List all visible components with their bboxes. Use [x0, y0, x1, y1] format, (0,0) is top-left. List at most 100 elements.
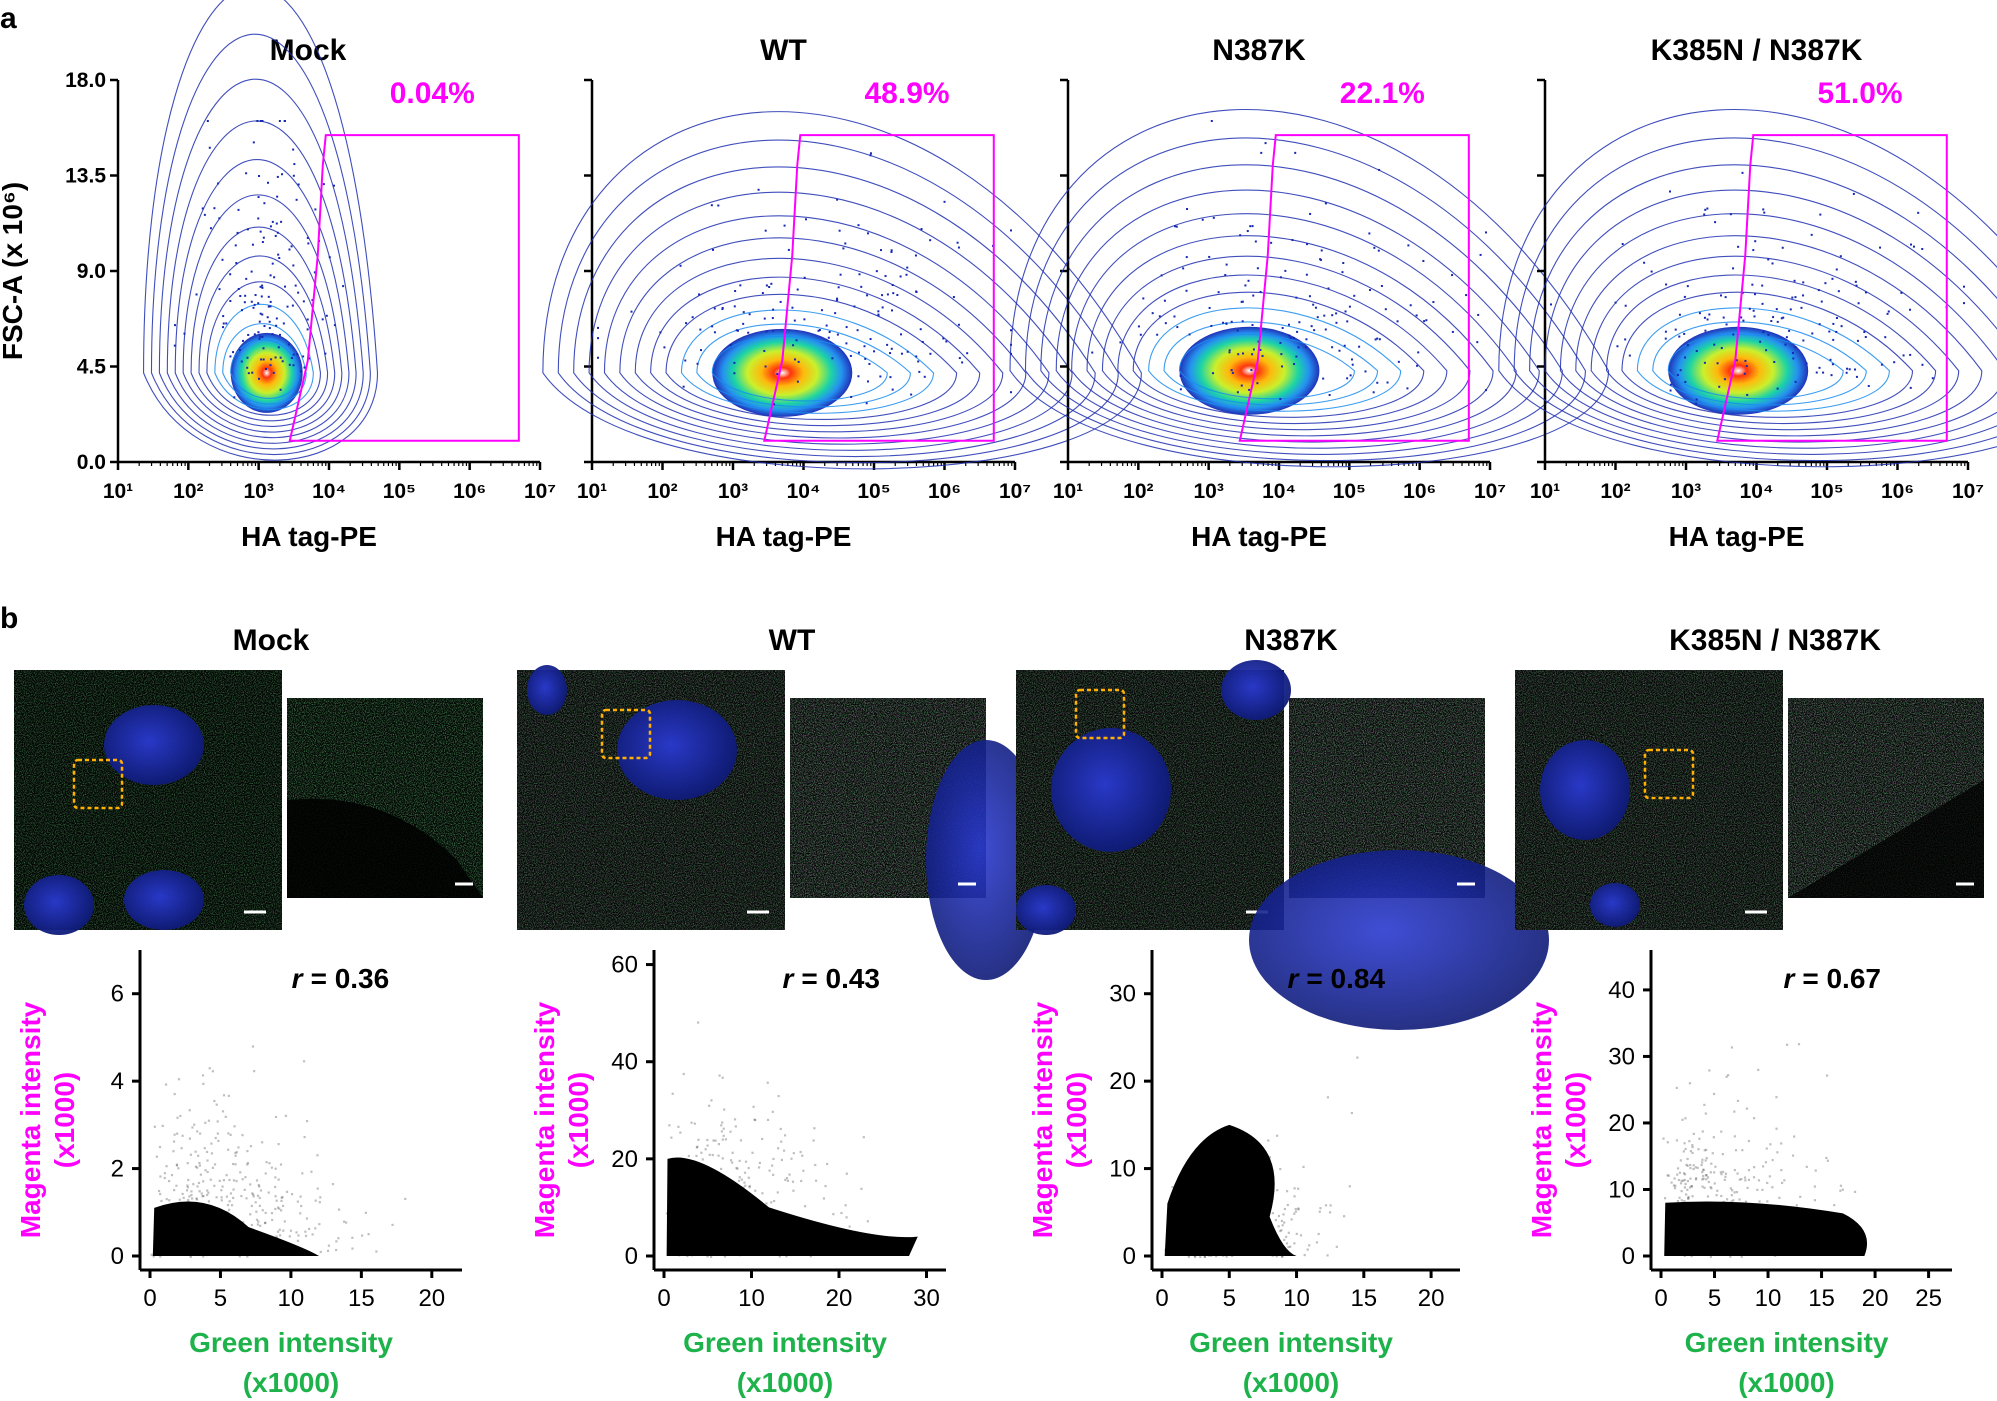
scatter-point	[1747, 1169, 1751, 1172]
outlier-dot	[306, 236, 309, 239]
scatter-point	[777, 1147, 780, 1150]
outlier-dot	[1224, 273, 1227, 276]
outlier-dot	[1257, 340, 1260, 343]
outlier-dot	[1256, 382, 1259, 385]
outlier-dot	[1887, 310, 1890, 313]
outlier-dot	[1678, 313, 1681, 316]
outlier-dot	[1714, 221, 1717, 224]
outlier-dot	[1703, 316, 1706, 319]
roi-box	[1643, 748, 1695, 800]
scatter-point	[165, 1165, 168, 1168]
outlier-dot	[1704, 329, 1707, 332]
scatter-point	[241, 1134, 244, 1137]
scatter-point	[757, 1166, 761, 1169]
outlier-dot	[1815, 371, 1818, 374]
outlier-dot	[261, 286, 264, 289]
outlier-dot	[292, 353, 295, 356]
scatter-point	[1315, 1241, 1319, 1244]
outlier-dot	[597, 326, 599, 329]
outlier-dot	[294, 284, 297, 287]
x-tick-label: 10³	[718, 480, 748, 503]
scatter-point	[785, 1255, 788, 1258]
outlier-dot	[866, 294, 869, 297]
scatter-point	[207, 1200, 211, 1203]
outlier-dot	[1800, 306, 1803, 309]
outlier-dot	[1236, 391, 1239, 394]
nucleus	[1051, 728, 1171, 852]
scatter-point	[696, 1145, 699, 1148]
scatter-point	[249, 1145, 253, 1148]
outlier-dot	[1695, 350, 1698, 353]
scatter-point	[177, 1167, 180, 1170]
scatter-point	[249, 1213, 252, 1216]
outlier-dot	[919, 328, 922, 331]
scatter-point	[1277, 1214, 1281, 1218]
outlier-dot	[1288, 334, 1291, 337]
outlier-dot	[1788, 329, 1791, 332]
outlier-dot	[761, 292, 764, 295]
scatter-point	[1293, 1212, 1296, 1215]
scatter-point	[754, 1189, 757, 1192]
outlier-dot	[269, 364, 272, 367]
outlier-dot	[1780, 317, 1783, 320]
scatter-point	[1769, 1143, 1772, 1146]
scatter-point	[1762, 1165, 1765, 1168]
y-tick-label: 0	[1622, 1243, 1635, 1270]
outlier-dot	[278, 256, 281, 259]
scatter-point	[280, 1209, 283, 1212]
outlier-points	[1550, 171, 1965, 405]
y-axis-label-unit: (x1000)	[1560, 1072, 1591, 1169]
scatter-point	[1681, 1118, 1684, 1121]
outlier-dot	[1250, 369, 1253, 372]
outlier-dot	[1831, 363, 1834, 366]
outlier-dot	[1416, 364, 1419, 367]
outlier-dot	[342, 285, 345, 288]
scatter-point	[1725, 1075, 1728, 1078]
scatter-point	[270, 1166, 273, 1169]
scatter-point	[327, 1244, 331, 1247]
scatter-point	[241, 1178, 244, 1181]
scatter-point	[1678, 1196, 1681, 1199]
outlier-dot	[1706, 318, 1709, 321]
outlier-dot	[886, 293, 889, 296]
outlier-dot	[1902, 354, 1905, 357]
outlier-dot	[804, 218, 807, 221]
scatter-point	[335, 1240, 338, 1243]
scatter-point	[261, 1209, 264, 1212]
scatter-point	[1285, 1190, 1289, 1193]
outlier-dot	[710, 204, 713, 207]
outlier-dot	[246, 356, 249, 359]
outlier-dot	[1848, 368, 1851, 371]
outlier-dot	[183, 332, 186, 335]
scatter-point	[768, 1169, 771, 1172]
scatter-point	[765, 1202, 768, 1205]
x-tick-label: 10⁵	[383, 480, 416, 503]
scatter-point	[1736, 1099, 1740, 1102]
outlier-dot	[1835, 330, 1838, 333]
outlier-dot	[1222, 321, 1225, 324]
scatter-point	[207, 1191, 210, 1194]
outlier-dot	[839, 273, 842, 276]
outlier-dot	[286, 305, 289, 308]
scatter-point	[1710, 1162, 1713, 1165]
scatter-point	[1764, 1161, 1768, 1164]
outlier-dot	[313, 271, 316, 274]
outlier-dot	[1669, 383, 1672, 386]
scatter-point	[351, 1247, 354, 1250]
scatter-point	[163, 1176, 166, 1180]
outlier-dot	[283, 120, 286, 122]
outlier-dot	[275, 222, 278, 225]
outlier-dot	[1879, 246, 1882, 249]
scatter-point	[285, 1190, 289, 1193]
scatter-point	[290, 1193, 294, 1196]
scatter-point	[665, 1212, 669, 1215]
outlier-dot	[276, 175, 279, 178]
scatter-point	[1738, 1198, 1741, 1201]
scatter-point	[1691, 1151, 1694, 1155]
micrograph-title: N387K	[1244, 624, 1338, 657]
outlier-dot	[1338, 349, 1341, 352]
outlier-dot	[1239, 234, 1242, 237]
scatter-point	[1282, 1213, 1285, 1216]
outlier-dot	[1322, 377, 1325, 380]
y-tick-label: 4	[111, 1068, 124, 1095]
